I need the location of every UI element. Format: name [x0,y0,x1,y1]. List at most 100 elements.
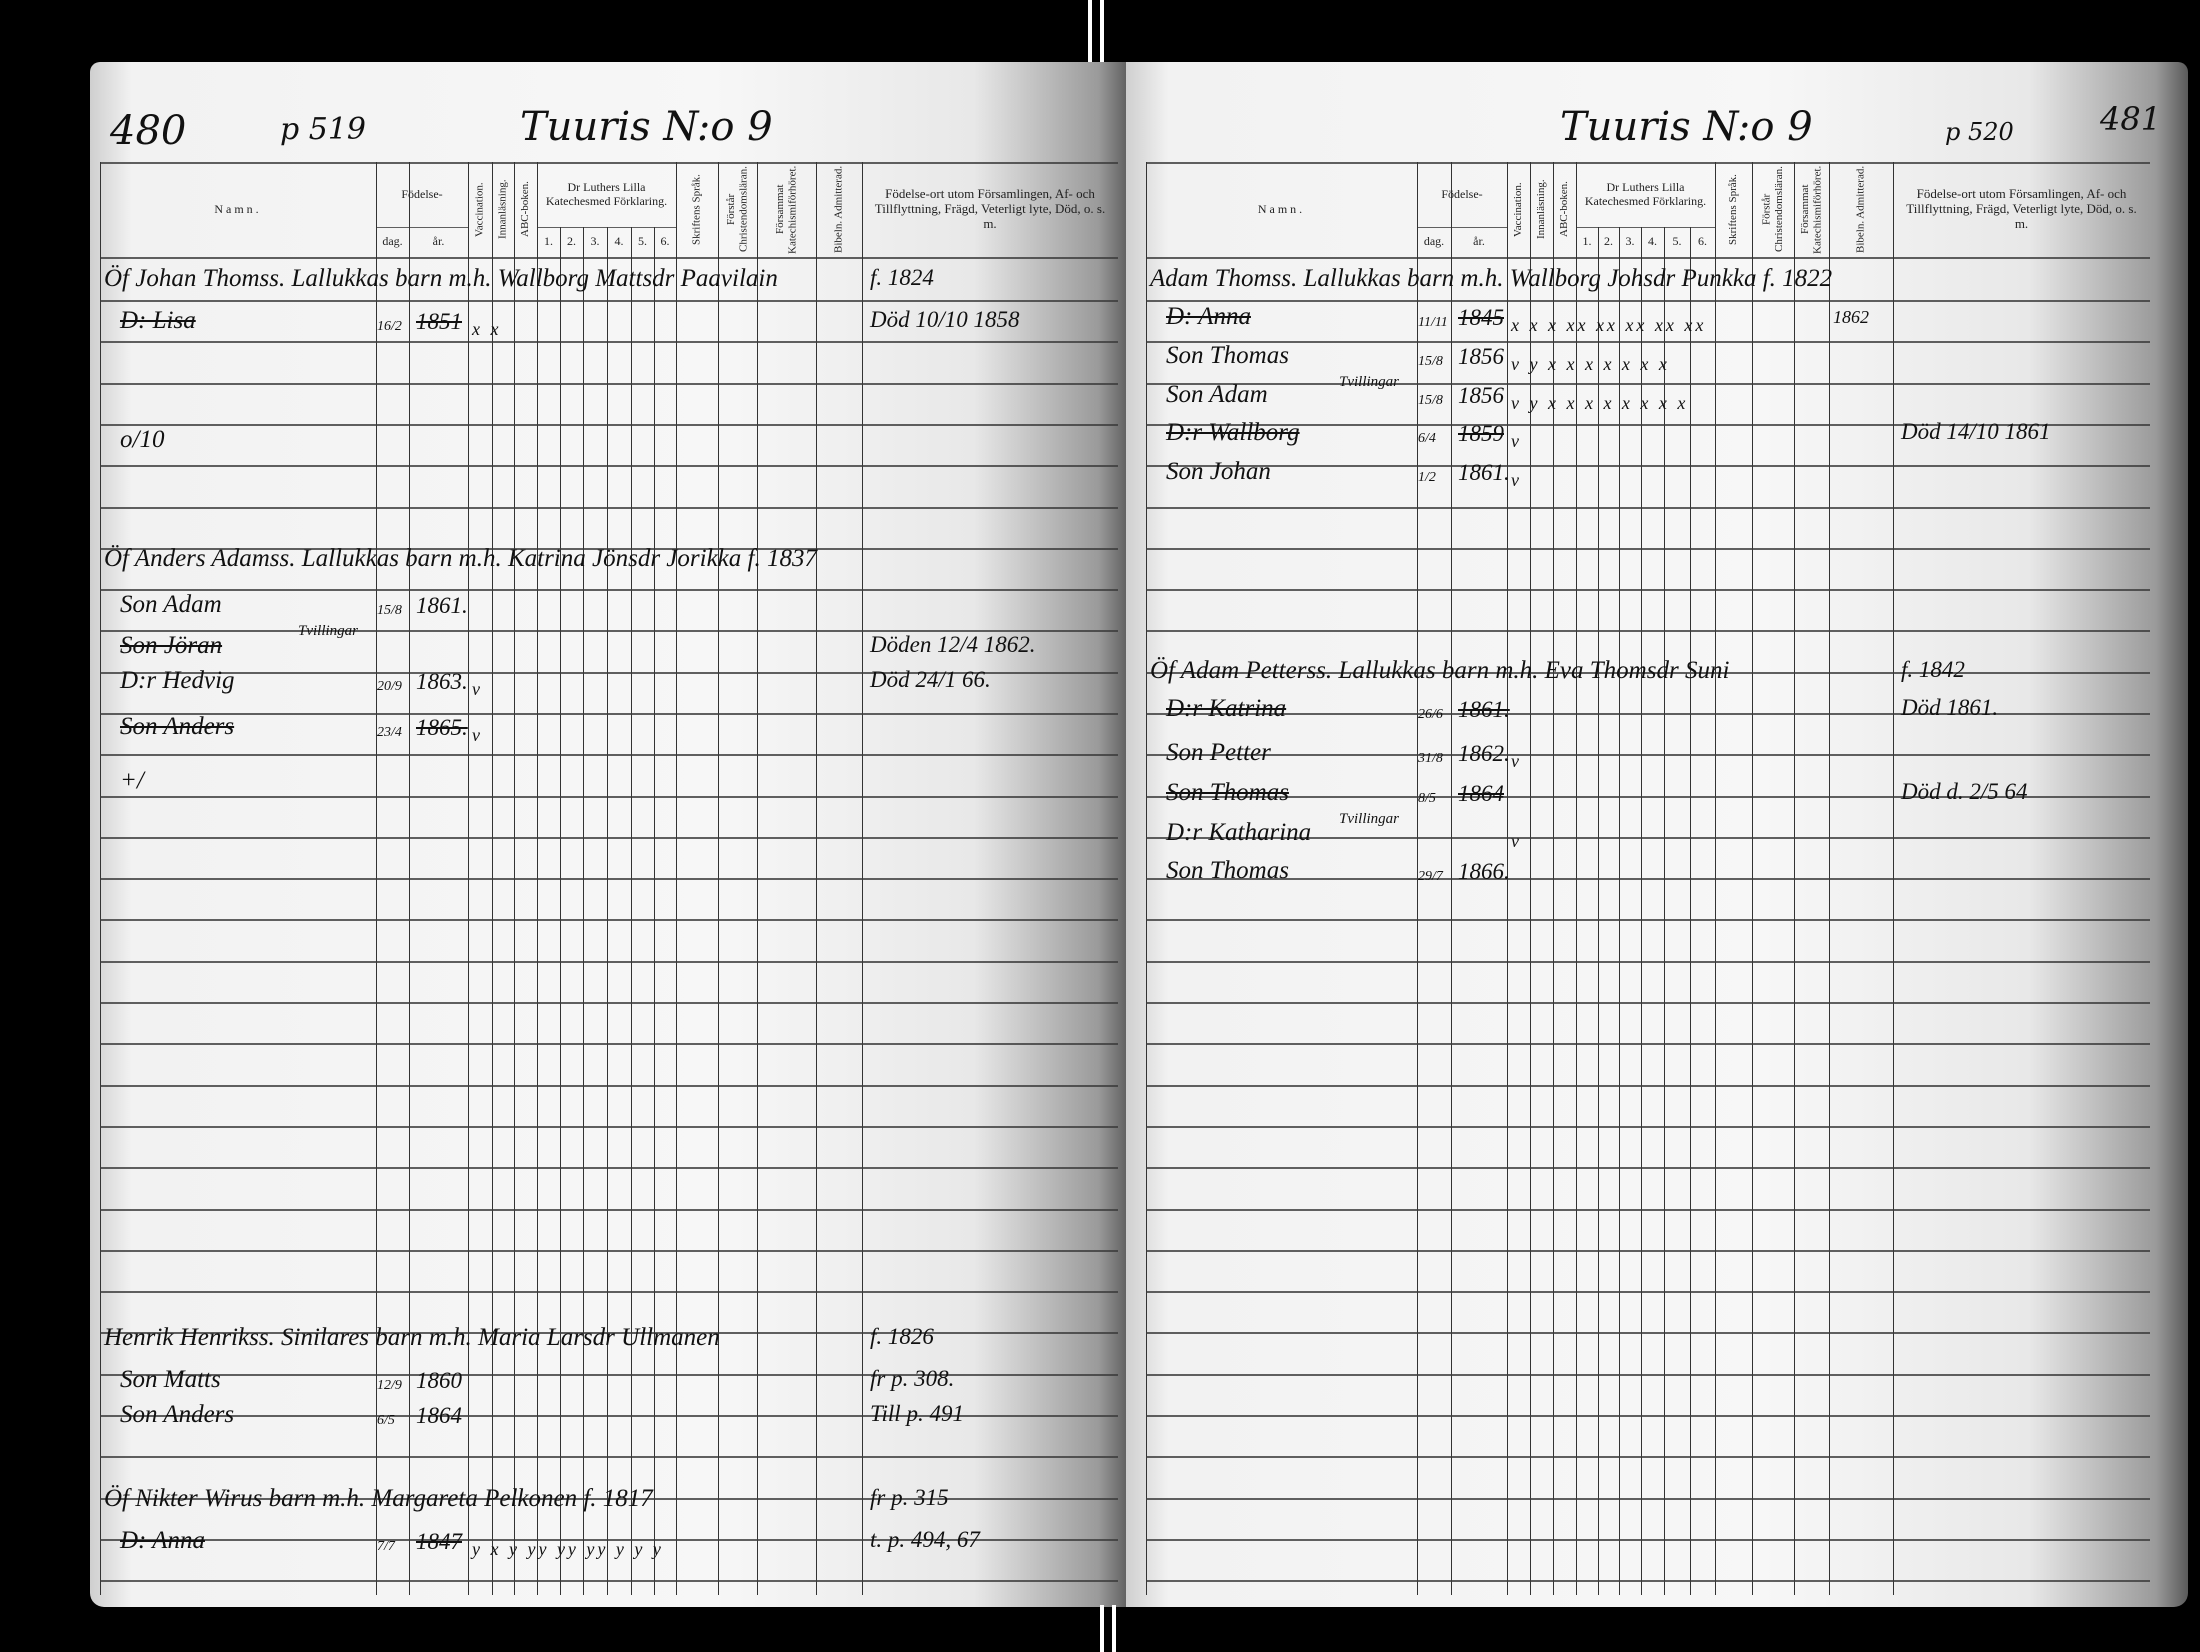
row-rule [100,1043,1118,1045]
column-header-num: 3. [1625,234,1635,249]
household-head: Öf Adam Petterss. Lallukkas barn m.h. Ev… [1150,657,1730,684]
remark: f. 1824 [870,265,934,290]
row-rule [100,1498,1118,1500]
birth-year: 1859 [1458,421,1504,446]
column-rule [1641,227,1642,1595]
birth-day: 12/9 [377,1378,402,1393]
row-rule [100,424,1118,426]
row-rule [1146,919,2150,921]
member-name: Son Thomas [1166,779,1289,806]
row-rule [100,630,1118,632]
member-name: Son Matts [120,1366,221,1393]
row-rule [1146,1002,2150,1004]
column-header-forstar: Förstår Christendomsläran. [724,166,750,253]
header-bottom-line [100,257,1118,259]
member-name: Son Anders [120,1401,235,1428]
spine-mark [1112,1605,1116,1652]
birth-day: 15/8 [1418,393,1443,408]
birth-day: 11/11 [1418,315,1448,330]
header-top-line [1146,162,2150,164]
member-name: Son Jöran [120,632,223,659]
column-header-num: 1. [544,234,553,249]
subheader-line [537,227,676,228]
birth-year: 1864 [416,1403,462,1428]
remark: Död 1861. [1901,695,1999,720]
column-header-num: 4. [614,234,624,249]
column-rule [654,227,655,1595]
column-header-num: 4. [1648,234,1657,249]
member-name: Son Adam [120,591,222,618]
remark: Död 14/10 1861 [1901,419,2051,444]
row-rule [1146,1374,2150,1376]
exam-marks: v [1511,831,1522,851]
row-rule [1146,1498,2150,1500]
column-header-remarks: Födelse-ort utom Församlingen, Af- och T… [874,186,1106,231]
row-rule [1146,1291,2150,1293]
member-name: Son Thomas [1166,342,1289,369]
column-header-vaccination: Vaccination. [473,182,486,237]
birth-year: 1861. [1458,697,1510,722]
row-rule [1146,672,2150,674]
birth-day: 6/5 [377,1413,395,1428]
remark: f. 1842 [1901,657,1965,682]
birth-year: 1856 [1458,383,1504,408]
row-rule [1146,341,2150,343]
birth-day: 7/7 [377,1539,395,1554]
birth-day: 1/2 [1418,470,1436,485]
row-rule [100,507,1118,509]
exam-marks: v [472,725,483,745]
remark: Till p. 491 [870,1401,964,1426]
row-rule [1146,1209,2150,1211]
row-rule [100,1126,1118,1128]
household-head: Öf Anders Adamss. Lallukkas barn m.h. Ka… [104,545,817,572]
birth-day: 16/2 [377,319,402,334]
column-header-num: 5. [1672,234,1682,249]
page-ref-left: p 519 [280,112,367,147]
twins-note: Tvillingar [1339,374,1400,390]
row-rule [100,1085,1118,1087]
birth-day: 6/4 [1418,431,1436,446]
member-name: Son Anders [120,713,235,740]
column-header-forsammat: Försammat Katechismiförhöret. [1798,165,1824,254]
member-name: Son Petter [1166,739,1271,766]
column-header-admitterad: Bibeln. Admitterad. [832,165,845,254]
household-head: Öf Nikter Wirus barn m.h. Margareta Pelk… [104,1485,653,1512]
twins-note: Tvillingar [1339,811,1400,827]
row-rule [100,1002,1118,1004]
column-header-skriftens: Skriftens Språk. [1727,174,1740,245]
row-rule [100,1580,1118,1582]
column-header-admitterad: Bibeln. Admitterad. [1854,165,1867,254]
row-rule [100,300,1118,302]
column-rule [1690,227,1691,1595]
column-header-remarks: Födelse-ort utom Församlingen, Af- och T… [1906,186,2137,231]
row-rule [100,383,1118,385]
row-rule [100,672,1118,674]
column-rule [1619,227,1620,1595]
row-rule [100,1250,1118,1252]
row-rule [100,1332,1118,1334]
spine-mark [1088,0,1092,62]
remark: fr p. 308. [870,1366,955,1391]
member-name: D:r Katrina [1166,695,1287,722]
header-top-line [100,162,1118,164]
column-header-ar: år. [1473,234,1485,249]
birth-day: 29/7 [1418,869,1443,884]
column-header-innanlasning: Innanläsning. [496,179,509,240]
column-rule [631,227,632,1595]
birth-year: 1851 [416,309,462,334]
row-rule [100,754,1118,756]
exam-marks: v [1511,431,1522,451]
column-rule [607,227,608,1595]
admitted-year: 1862 [1833,307,1869,327]
member-name: D: Anna [1166,303,1251,330]
column-header-luther: Dr Luthers Lilla Katechesmed Förklaring. [545,179,668,208]
page-number-left: 480 [110,108,187,154]
column-rule [1598,227,1599,1595]
column-header-namn: Namn. [214,201,262,216]
column-header-num: 6. [660,234,670,249]
row-rule [1146,961,2150,963]
birth-day: 8/5 [1418,791,1436,806]
row-rule [100,919,1118,921]
birth-day: 20/9 [377,679,402,694]
